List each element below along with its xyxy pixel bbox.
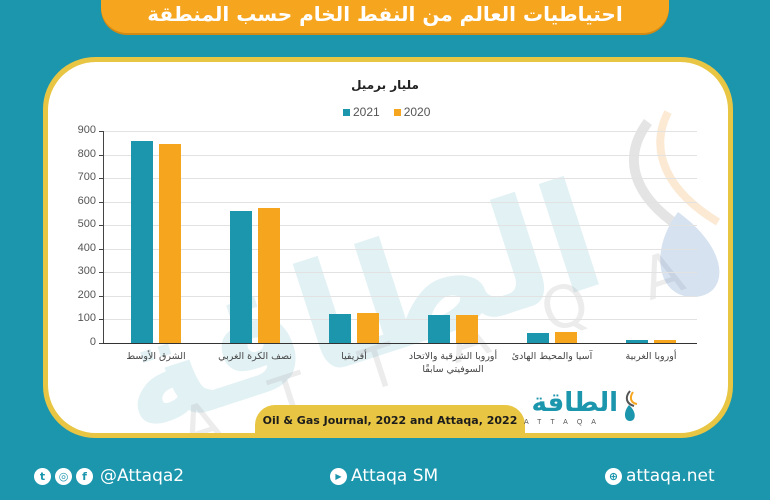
x-tick-label: نصف الكرة الغربي (218, 351, 292, 362)
bar-2021 (329, 314, 351, 343)
page-title: احتياطيات العالم من النفط الخام حسب المن… (147, 2, 623, 26)
logo-latin-text: ATTAQA (524, 419, 605, 426)
twitter-icon[interactable]: t (34, 467, 51, 485)
x-axis (103, 343, 697, 344)
x-tick-label: أفريقيا (341, 351, 367, 362)
y-tick-mark (99, 272, 103, 274)
x-tick-label: أوروبا الشرقية والاتحاد السوفيتي سابقًا (408, 351, 498, 375)
y-tick-mark (99, 178, 103, 180)
facebook-icon[interactable]: f (76, 467, 93, 485)
y-tick-mark (99, 319, 103, 321)
website-url[interactable]: attaqa.net (626, 466, 715, 486)
y-tick-label: 0 (89, 336, 96, 348)
bar-2020 (258, 207, 280, 343)
y-tick-mark (99, 295, 103, 297)
legend-label-2021: 2021 (353, 105, 380, 119)
y-tick-label: 500 (77, 218, 96, 231)
y-tick-label: 900 (77, 124, 96, 136)
bar-2021 (527, 332, 549, 343)
bar-2020 (555, 332, 577, 343)
gridline (104, 319, 697, 321)
bar-2020 (456, 314, 478, 343)
y-tick-mark (99, 248, 103, 250)
y-tick-mark (99, 225, 103, 227)
social-handle[interactable]: @Attaqa2 (100, 466, 185, 486)
legend-label-2020: 2020 (403, 105, 431, 119)
y-tick-label: 700 (77, 171, 96, 184)
x-tick-label: آسيا والمحيط الهادئ (511, 351, 593, 362)
bar-2021 (230, 210, 252, 343)
gridline (104, 295, 697, 297)
legend-swatch-2021 (343, 108, 350, 116)
y-tick-label: 400 (77, 241, 96, 254)
y-tick-mark (99, 201, 103, 203)
y-tick-mark (99, 154, 103, 156)
footer: t ◎ f @Attaqa2 ▶ Attaqa SM ⊕ attaqa.net (0, 462, 770, 496)
x-tick-label: الشرق الأوسط (126, 351, 186, 362)
y-tick-mark (99, 131, 103, 132)
bar-2020 (159, 143, 181, 343)
bar-2021 (428, 314, 450, 343)
bar-2020 (654, 339, 676, 343)
gridline (104, 225, 697, 227)
y-tick-mark (99, 343, 103, 344)
gridline (104, 248, 697, 250)
legend-item-2020: 2020 (393, 105, 431, 119)
x-tick-label: أوروبا الغربية (625, 351, 677, 362)
gridline (104, 178, 697, 180)
watermark-droplet-icon (628, 110, 721, 297)
y-tick-label: 600 (77, 194, 96, 207)
gridline (104, 131, 697, 132)
bar-2021 (131, 141, 153, 343)
youtube-icon: ▶ (330, 467, 347, 485)
logo-arabic-text: الطاقة (531, 388, 618, 418)
bar-2021 (626, 340, 648, 343)
youtube-channel[interactable]: Attaqa SM (351, 466, 439, 486)
legend-item-2021: 2021 (343, 105, 380, 119)
legend-swatch-2020 (393, 108, 401, 116)
y-tick-label: 800 (77, 147, 96, 160)
y-tick-label: 200 (77, 288, 96, 301)
chart-panel: الطاقة ATTAQA (43, 57, 733, 438)
gridline (104, 154, 697, 156)
source-label: Oil & Gas Journal, 2022 and Attaqa, 2022 (255, 405, 525, 438)
y-tick-label: 300 (77, 265, 96, 278)
chart-title: مليار برميل (351, 78, 419, 92)
chart-legend: 2021 2020 (343, 105, 430, 119)
social-links: t ◎ f @Attaqa2 (34, 466, 184, 486)
gridline (104, 272, 697, 274)
attaqa-logo: الطاقة ATTAQA (520, 388, 638, 433)
instagram-icon[interactable]: ◎ (55, 467, 72, 485)
website-link[interactable]: ⊕ attaqa.net (605, 466, 715, 486)
y-axis (103, 131, 104, 343)
bar-2020 (357, 313, 379, 343)
title-banner: احتياطيات العالم من النفط الخام حسب المن… (101, 0, 669, 33)
youtube-link[interactable]: ▶ Attaqa SM (330, 466, 438, 486)
y-tick-label: 100 (77, 312, 96, 325)
logo-droplet-icon (624, 390, 638, 421)
gridline (104, 201, 697, 203)
globe-icon: ⊕ (605, 467, 622, 485)
